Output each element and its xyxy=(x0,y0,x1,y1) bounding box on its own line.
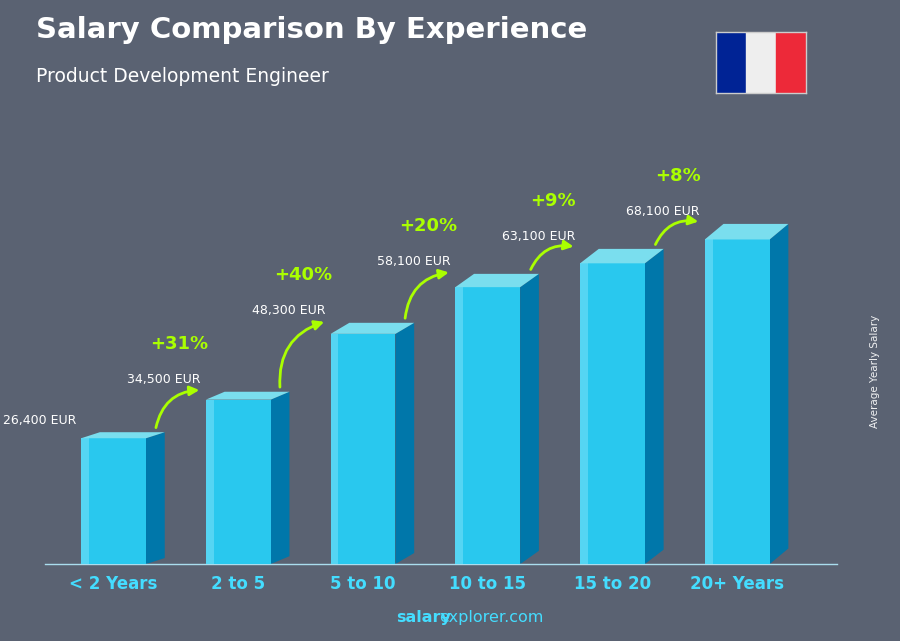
Polygon shape xyxy=(455,274,539,287)
Text: explorer.com: explorer.com xyxy=(439,610,544,625)
Polygon shape xyxy=(455,287,520,564)
Polygon shape xyxy=(81,438,146,564)
Polygon shape xyxy=(645,249,663,564)
Polygon shape xyxy=(520,274,539,564)
Polygon shape xyxy=(146,432,165,564)
Text: +31%: +31% xyxy=(149,335,208,353)
Polygon shape xyxy=(81,438,89,564)
Polygon shape xyxy=(206,399,271,564)
Text: +20%: +20% xyxy=(400,217,457,235)
Bar xyxy=(716,32,745,93)
Polygon shape xyxy=(206,399,213,564)
Polygon shape xyxy=(580,249,663,263)
Text: 58,100 EUR: 58,100 EUR xyxy=(377,255,450,269)
Polygon shape xyxy=(330,334,395,564)
Polygon shape xyxy=(580,263,588,564)
Polygon shape xyxy=(271,392,290,564)
Polygon shape xyxy=(330,334,338,564)
Polygon shape xyxy=(705,224,788,240)
Bar xyxy=(776,32,806,93)
Polygon shape xyxy=(330,323,414,334)
Text: +40%: +40% xyxy=(274,266,333,284)
Text: Salary Comparison By Experience: Salary Comparison By Experience xyxy=(36,16,587,44)
Polygon shape xyxy=(81,432,165,438)
Polygon shape xyxy=(206,392,290,399)
Text: +9%: +9% xyxy=(530,192,576,210)
Polygon shape xyxy=(705,240,770,564)
Text: 48,300 EUR: 48,300 EUR xyxy=(252,304,326,317)
Polygon shape xyxy=(455,287,464,564)
Bar xyxy=(745,32,776,93)
Text: +8%: +8% xyxy=(655,167,700,185)
Text: 34,500 EUR: 34,500 EUR xyxy=(128,373,201,386)
Polygon shape xyxy=(770,224,788,564)
Text: salary: salary xyxy=(396,610,451,625)
Polygon shape xyxy=(705,240,713,564)
Text: Average Yearly Salary: Average Yearly Salary xyxy=(869,315,880,428)
Polygon shape xyxy=(395,323,414,564)
Text: Product Development Engineer: Product Development Engineer xyxy=(36,67,328,87)
Polygon shape xyxy=(580,263,645,564)
Text: 68,100 EUR: 68,100 EUR xyxy=(626,205,700,219)
Text: 63,100 EUR: 63,100 EUR xyxy=(501,230,575,244)
Text: 26,400 EUR: 26,400 EUR xyxy=(3,413,76,427)
